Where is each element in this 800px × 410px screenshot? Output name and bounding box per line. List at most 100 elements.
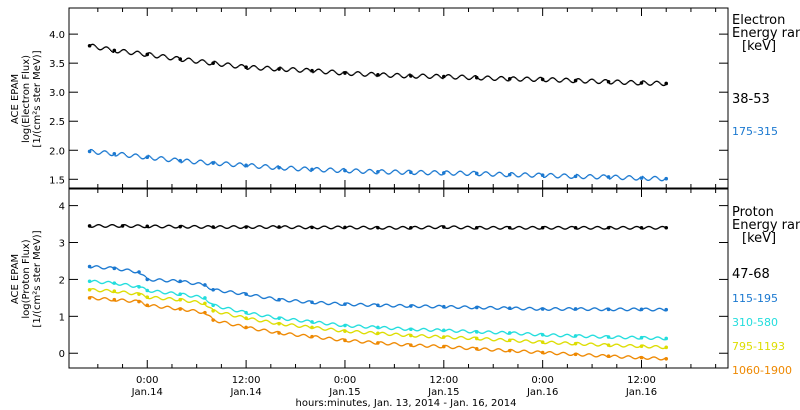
trace-1-0-15-7 xyxy=(581,226,583,228)
trace-1-4-13-16 xyxy=(457,345,460,348)
trace-0-1-9-27 xyxy=(402,173,404,175)
trace-1-4-4-12 xyxy=(190,309,192,311)
trace-0-1-5-25 xyxy=(268,166,270,168)
trace-0-0-4-28 xyxy=(238,65,240,67)
trace-1-4-1-12 xyxy=(124,299,126,302)
trace-1-1-13-3 xyxy=(445,306,448,309)
trace-1-2-6-9 xyxy=(220,307,223,309)
trace-1-4-13-33 xyxy=(473,346,475,349)
trace-1-4-16-16 xyxy=(556,353,559,356)
trace-1-3-19-4 xyxy=(644,345,646,347)
trace-0-0-12-20 xyxy=(494,79,496,81)
trace-1-3-15-27 xyxy=(533,342,536,344)
trace-1-0-7-19 xyxy=(328,227,331,230)
trace-0-1-8-7 xyxy=(350,171,353,173)
trace-1-2-1-3 xyxy=(116,283,118,285)
trace-0-0-6-28 xyxy=(304,68,306,70)
trace-1-0-1-20 xyxy=(140,225,142,227)
trace-1-2-19-12 xyxy=(651,338,654,340)
trace-1-1-5-7 xyxy=(210,288,213,291)
trace-0-0-0-12 xyxy=(99,49,102,51)
trace-0-1-9-14 xyxy=(390,172,392,174)
trace-0-0-6-27 xyxy=(303,69,305,71)
trace-0-1-2-23 xyxy=(167,160,170,163)
trace-0-0-10-10 xyxy=(419,74,421,77)
trace-1-3-7-18 xyxy=(261,320,264,322)
trace-0-1-8-16 xyxy=(359,170,361,172)
trace-1-4-16-3 xyxy=(544,352,547,354)
trace-1-3-1-1 xyxy=(114,291,116,293)
trace-0-1-6-2 xyxy=(280,167,282,169)
trace-1-2-9-16 xyxy=(326,324,328,326)
trace-1-2-1-10 xyxy=(122,283,125,285)
trace-1-4-13-34 xyxy=(474,347,476,349)
trace-1-2-12-20 xyxy=(428,330,430,332)
trace-0-0-12-1 xyxy=(477,77,479,79)
trace-0-1-1-29 xyxy=(140,157,142,159)
trace-1-3-13-25 xyxy=(466,338,468,340)
trace-0-1-10-9 xyxy=(418,170,420,172)
trace-0-1-0-19 xyxy=(106,151,108,153)
trace-1-2-6-11 xyxy=(222,308,224,310)
trace-1-4-14-2 xyxy=(477,349,480,351)
trace-1-2-18-19 xyxy=(625,338,627,340)
trace-1-0-3-19 xyxy=(196,226,199,228)
trace-0-1-15-4 xyxy=(578,175,580,177)
trace-1-4-9-4 xyxy=(315,335,317,337)
trace-0-0-8-18 xyxy=(360,73,363,75)
trace-1-0-15-12 xyxy=(585,226,588,229)
trace-0-1-13-24 xyxy=(531,176,533,178)
trace-1-0-12-12 xyxy=(487,228,489,230)
trace-1-2-12-2 xyxy=(412,328,414,330)
trace-0-0-13-6 xyxy=(514,76,516,79)
trace-1-4-12-35 xyxy=(442,346,444,348)
trace-1-4-19-11 xyxy=(650,356,653,359)
trace-0-0-14-8 xyxy=(549,78,551,80)
trace-1-1-19-22 xyxy=(661,308,663,310)
trace-1-3-3-13 xyxy=(158,297,160,299)
trace-1-0-2-22 xyxy=(166,224,169,227)
trace-1-0-3-3 xyxy=(182,225,184,227)
trace-1-3-6-2 xyxy=(214,309,216,311)
trace-1-4-5-1 xyxy=(205,313,207,316)
trace-1-4-16-14 xyxy=(554,353,557,356)
trace-1-2-3-15 xyxy=(160,291,162,293)
trace-1-4-15-31 xyxy=(537,350,539,352)
trace-0-0-7-7 xyxy=(317,68,320,70)
trace-1-4-12-32 xyxy=(439,347,441,349)
trace-1-2-14-12 xyxy=(487,330,489,332)
trace-0-1-1-19 xyxy=(131,155,133,157)
trace-1-3-11-29 xyxy=(403,335,406,337)
trace-1-0-9-27 xyxy=(402,225,404,228)
trace-0-1-15-24 xyxy=(596,178,599,180)
trace-1-2-3-9 xyxy=(154,290,157,292)
trace-1-2-19-8 xyxy=(648,338,650,340)
trace-1-3-9-33 xyxy=(341,329,343,332)
trace-1-3-5-5 xyxy=(208,306,211,309)
trace-1-3-8-11 xyxy=(288,323,290,326)
trace-1-3-13-7 xyxy=(449,336,451,338)
trace-1-0-16-33 xyxy=(638,226,640,228)
trace-1-3-16-26 xyxy=(565,341,568,343)
trace-1-0-4-8 xyxy=(219,225,222,227)
trace-1-1-0-16 xyxy=(103,268,105,270)
trace-1-3-18-29 xyxy=(634,346,636,348)
trace-1-1-6-24 xyxy=(234,292,236,294)
trace-1-0-16-8 xyxy=(615,228,617,230)
trace-0-0-3-25 xyxy=(202,59,204,61)
trace-1-4-14-13 xyxy=(488,349,490,351)
trace-0-1-12-26 xyxy=(499,171,502,174)
trace-1-4-11-15 xyxy=(391,342,393,345)
trace-1-3-0-12 xyxy=(99,291,102,293)
trace-1-3-4-8 xyxy=(186,301,189,303)
trace-0-0-6-15 xyxy=(292,67,294,69)
trace-1-1-8-8 xyxy=(285,300,288,302)
trace-0-0-17-25 xyxy=(663,84,666,87)
trace-1-1-7-29 xyxy=(272,297,274,299)
trace-1-0-3-28 xyxy=(205,225,207,227)
trace-0-1-5-16 xyxy=(260,167,262,169)
trace-1-2-12-28 xyxy=(435,328,438,330)
trace-1-1-18-23 xyxy=(629,309,631,311)
trace-1-1-10-6 xyxy=(349,303,352,306)
trace-1-1-18-28 xyxy=(633,307,635,309)
